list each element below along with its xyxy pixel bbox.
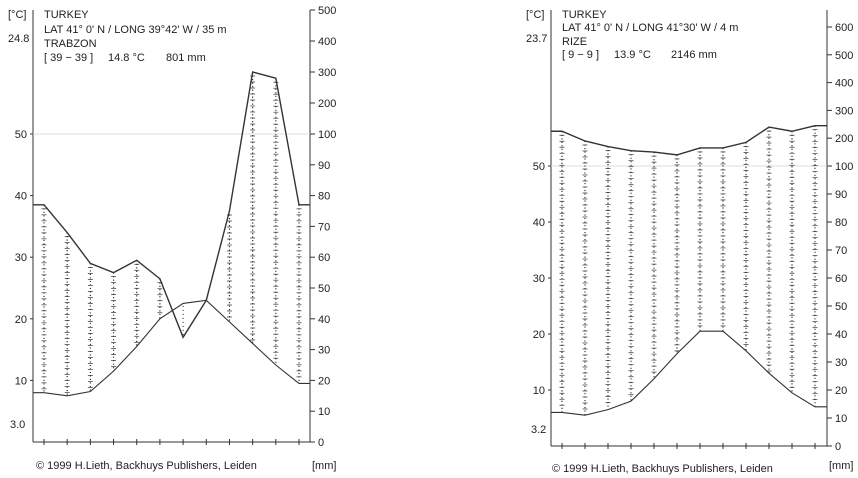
min-temp-label: 3.2 [531, 424, 546, 436]
precip-tick-label: 50 [318, 283, 330, 295]
precip-tick-label: 10 [835, 413, 847, 425]
precip-tick-label: 200 [318, 98, 336, 110]
precip-tick-label: 90 [318, 160, 330, 172]
temp-tick-label: 40 [533, 217, 545, 229]
arid-dot [182, 329, 184, 331]
precip-tick-label: 400 [318, 36, 336, 48]
copyright-label: © 1999 H.Lieth, Backhuys Publishers, Lei… [552, 463, 773, 475]
precip-unit-label: [mm] [312, 460, 336, 472]
precip-tick-label: 60 [318, 252, 330, 264]
max-temp-label: 23.7 [526, 33, 547, 45]
coords-label: LAT 41° 0' N / LONG 39°42' W / 35 m [44, 24, 227, 36]
temp-tick-label: 10 [533, 385, 545, 397]
annual-precip-label: 2146 mm [671, 49, 717, 61]
arid-dot [182, 309, 184, 311]
temp-tick-label: 20 [15, 314, 27, 326]
temperature-curve [551, 330, 827, 416]
precip-tick-label: 70 [318, 221, 330, 233]
arid-dot [182, 317, 184, 319]
country-label: TURKEY [562, 9, 607, 21]
precip-tick-label: 80 [835, 217, 847, 229]
temp-tick-label: 30 [15, 252, 27, 264]
arid-dot [182, 321, 184, 323]
mean-temp-label: 14.8 °C [108, 52, 145, 64]
period-label: [ 9 − 9 ] [562, 49, 599, 61]
precip-tick-label: 20 [835, 385, 847, 397]
min-temp-label: 3.0 [10, 419, 25, 431]
precip-tick-label: 40 [835, 329, 847, 341]
annual-precip-label: 801 mm [166, 52, 206, 64]
temp-tick-label: 50 [533, 161, 545, 173]
country-label: TURKEY [44, 9, 89, 21]
precip-tick-label: 300 [835, 105, 853, 117]
climate-panel-trabzon: 1020304050010203040506070809010020030040… [8, 5, 336, 472]
precip-tick-label: 80 [318, 191, 330, 203]
precip-unit-label: [mm] [829, 460, 853, 472]
arid-dot [182, 305, 184, 307]
precip-tick-label: 100 [318, 129, 336, 141]
precip-tick-label: 300 [318, 67, 336, 79]
max-temp-label: 24.8 [8, 33, 29, 45]
precip-tick-label: 60 [835, 273, 847, 285]
precip-tick-label: 500 [318, 5, 336, 17]
coords-label: LAT 41° 0' N / LONG 41°30' W / 4 m [562, 22, 738, 34]
precip-tick-label: 30 [835, 357, 847, 369]
arid-dot [182, 313, 184, 315]
temp-tick-label: 30 [533, 273, 545, 285]
arid-dot [182, 325, 184, 327]
precip-tick-label: 30 [318, 345, 330, 357]
precip-tick-label: 600 [835, 22, 853, 34]
precip-tick-label: 40 [318, 314, 330, 326]
temp-tick-label: 50 [15, 129, 27, 141]
precip-tick-label: 50 [835, 301, 847, 313]
precip-tick-label: 100 [835, 161, 853, 173]
period-label: [ 39 − 39 ] [44, 52, 93, 64]
temperature-curve [33, 299, 310, 397]
temp-tick-label: 10 [15, 375, 27, 387]
temp-tick-label: 20 [533, 329, 545, 341]
precipitation-curve [33, 71, 310, 339]
precip-tick-label: 200 [835, 133, 853, 145]
temp-unit-label: [°C] [526, 9, 544, 21]
precip-tick-label: 0 [318, 437, 324, 449]
temp-unit-label: [°C] [8, 9, 26, 21]
precip-tick-label: 20 [318, 375, 330, 387]
precip-tick-label: 0 [835, 441, 841, 453]
precip-tick-label: 10 [318, 406, 330, 418]
station-label: RIZE [562, 36, 587, 48]
copyright-label: © 1999 H.Lieth, Backhuys Publishers, Lei… [36, 460, 257, 472]
temp-tick-label: 40 [15, 191, 27, 203]
precip-tick-label: 400 [835, 78, 853, 90]
precipitation-curve [551, 124, 827, 156]
mean-temp-label: 13.9 °C [614, 49, 651, 61]
climate-panel-rize: 1020304050010203040506070809010020030040… [526, 9, 853, 475]
station-label: TRABZON [44, 38, 97, 50]
precip-tick-label: 70 [835, 245, 847, 257]
precip-tick-label: 500 [835, 50, 853, 62]
precip-tick-label: 90 [835, 189, 847, 201]
